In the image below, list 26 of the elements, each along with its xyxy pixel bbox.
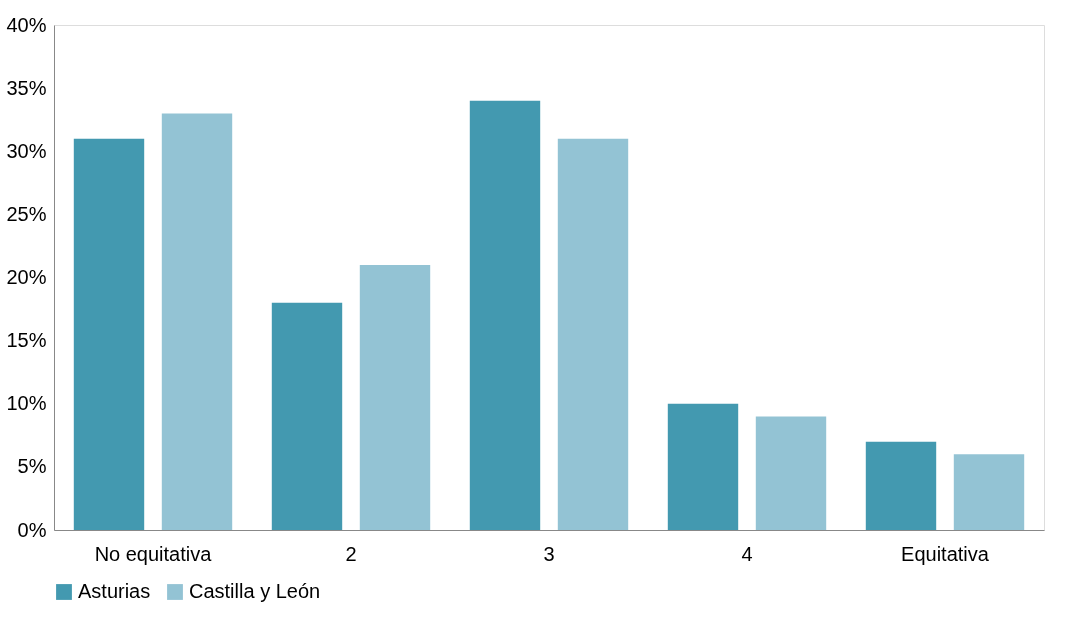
bar	[865, 441, 937, 530]
bar	[557, 138, 629, 530]
y-tick-label: 20%	[6, 266, 47, 288]
x-tick-label: 2	[345, 542, 357, 565]
bar	[161, 113, 233, 530]
bar	[953, 454, 1025, 530]
y-tick-label: 0%	[17, 518, 47, 541]
x-tick-label: 3	[543, 542, 555, 565]
bar	[469, 100, 541, 530]
y-tick-label: 25%	[6, 202, 47, 225]
bar	[73, 138, 145, 530]
bar	[271, 302, 343, 530]
y-tick-label: 15%	[6, 329, 47, 352]
bar	[755, 416, 827, 530]
x-tick-label: Equitativa	[901, 542, 990, 565]
y-tick-label: 35%	[6, 76, 47, 99]
x-tick-label: No equitativa	[94, 542, 213, 565]
y-tick-label: 5%	[17, 455, 47, 478]
bar	[359, 264, 431, 530]
y-tick-label: 30%	[6, 139, 47, 162]
y-tick-label: 40%	[6, 13, 47, 36]
bar	[667, 403, 739, 530]
legend-label: Castilla y León	[189, 580, 321, 602]
y-tick-label: 10%	[6, 392, 47, 415]
legend-label: Asturias	[78, 580, 151, 602]
x-tick-label: 4	[741, 542, 753, 565]
